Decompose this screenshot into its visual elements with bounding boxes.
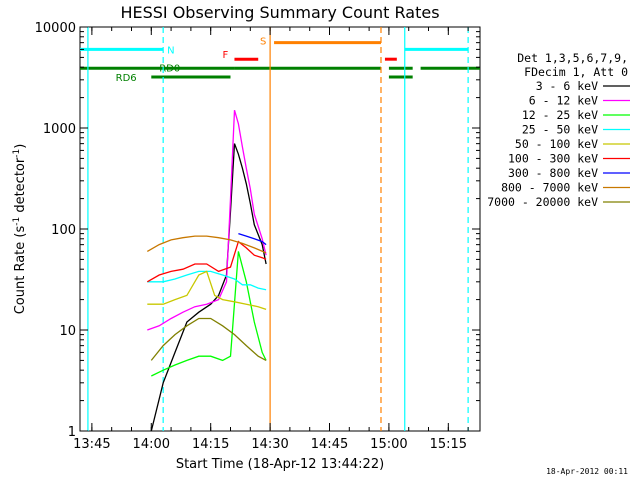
plot-area <box>79 26 481 432</box>
legend-entry: 25 - 50 keV <box>522 123 598 137</box>
legend-entry: 50 - 100 keV <box>515 137 598 151</box>
legend-entry: 12 - 25 keV <box>522 108 598 122</box>
plot-frame <box>79 26 481 432</box>
band-label: RD0 <box>159 63 180 74</box>
series-line <box>151 251 267 377</box>
interval-markers <box>87 27 469 431</box>
series-line <box>150 143 267 432</box>
legend-entry: 100 - 300 keV <box>508 152 598 166</box>
series-line <box>150 317 267 361</box>
y-axis: 1 10 100 1000 10000 <box>35 21 480 440</box>
y-tick-label: 100 <box>51 223 76 238</box>
series-line <box>238 232 267 246</box>
y-axis-label-mid: detector <box>13 157 28 217</box>
series-line <box>147 270 267 311</box>
legend-entry: 3 - 6 keV <box>536 79 598 93</box>
band-label: F <box>222 50 228 61</box>
legend-entry: 300 - 800 keV <box>508 166 598 180</box>
y-axis-label-sup2: -1 <box>12 149 22 158</box>
y-tick-label: 10000 <box>35 21 76 36</box>
legend: Det 1,3,5,6,7,9,FDecim 1, Att 03 - 6 keV… <box>487 51 630 209</box>
x-axis-label: Start Time (18-Apr-12 13:44:22) <box>176 457 384 472</box>
band-label: RD6 <box>116 73 137 84</box>
y-tick-label: 10 <box>59 324 76 339</box>
x-tick-label: 14:00 <box>133 437 170 452</box>
y-axis-label-prefix: Count Rate (s <box>13 226 28 315</box>
x-tick-label: 14:45 <box>311 437 348 452</box>
chart-title: HESSI Observing Summary Count Rates <box>120 3 439 22</box>
series-lines <box>146 110 267 432</box>
band-label: S <box>260 37 266 48</box>
y-tick-label: 1000 <box>43 122 76 137</box>
x-tick-label: 13:45 <box>73 437 110 452</box>
x-tick-label: 14:30 <box>251 437 288 452</box>
y-axis-label: Count Rate (s-1 detector-1) <box>12 144 28 315</box>
series-line <box>146 240 267 283</box>
y-axis-label-end: ) <box>13 144 28 149</box>
legend-entry: 6 - 12 keV <box>529 94 598 108</box>
x-tick-label: 15:15 <box>430 437 467 452</box>
series-line <box>147 110 267 331</box>
series-line <box>147 270 267 291</box>
y-axis-label-sup1: -1 <box>12 217 22 226</box>
status-bands: N F S RD0 RD6 <box>80 37 480 84</box>
band-label: N <box>167 45 174 56</box>
legend-entry: 7000 - 20000 keV <box>487 195 598 209</box>
series-line <box>146 235 267 254</box>
timestamp: 18-Apr-2012 00:11 <box>546 467 628 476</box>
x-axis: 13:45 14:00 14:15 14:30 14:45 15:00 15:15 <box>73 27 469 452</box>
x-tick-label: 15:00 <box>370 437 407 452</box>
legend-header: Det 1,3,5,6,7,9, <box>517 51 628 65</box>
x-tick-label: 14:15 <box>192 437 229 452</box>
legend-entry: 800 - 7000 keV <box>501 181 598 195</box>
y-tick-label: 1 <box>68 425 76 440</box>
legend-header: FDecim 1, Att 0 <box>524 65 628 79</box>
